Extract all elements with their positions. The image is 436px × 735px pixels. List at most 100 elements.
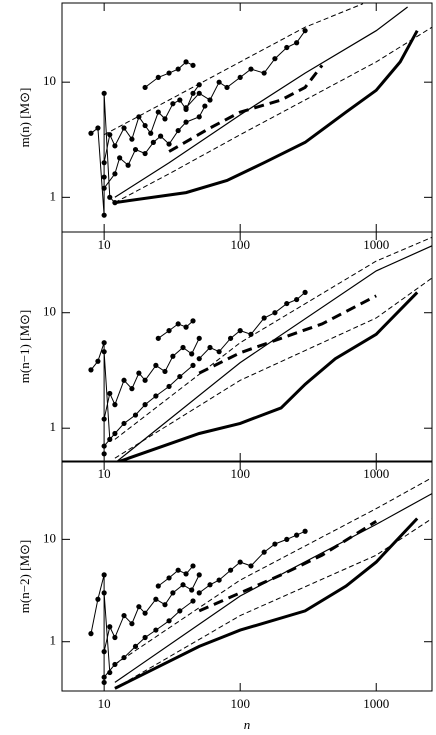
point — [153, 362, 159, 368]
point — [129, 136, 135, 142]
point — [101, 572, 107, 578]
point — [196, 114, 202, 120]
point — [95, 358, 101, 364]
point — [237, 74, 243, 81]
point — [294, 40, 300, 46]
x-tick-label: 10 — [98, 237, 111, 252]
point — [190, 318, 196, 324]
x-axis-label: n — [244, 717, 251, 732]
point — [196, 82, 202, 88]
point — [112, 171, 118, 177]
point — [132, 146, 139, 153]
point — [88, 130, 94, 136]
point — [294, 296, 300, 303]
point — [216, 79, 222, 85]
point — [284, 44, 290, 51]
point — [190, 90, 196, 96]
point — [272, 310, 278, 316]
x-tick-label: 100 — [230, 696, 250, 711]
plot-area — [88, 477, 432, 690]
curve — [168, 64, 324, 153]
point — [117, 155, 123, 161]
point — [294, 532, 300, 538]
curve — [114, 477, 432, 665]
point — [227, 567, 234, 573]
y-tick-label: 1 — [50, 633, 57, 648]
point — [302, 528, 308, 534]
point — [121, 420, 127, 427]
curve — [114, 493, 432, 683]
point — [183, 105, 189, 111]
point — [180, 344, 186, 351]
point — [88, 631, 94, 637]
point — [302, 289, 308, 295]
point — [261, 315, 267, 321]
point — [101, 174, 107, 180]
point — [183, 571, 189, 577]
point — [129, 621, 135, 627]
point — [175, 66, 181, 72]
point — [88, 367, 94, 373]
point — [107, 436, 113, 442]
point — [166, 70, 172, 76]
point — [183, 59, 189, 65]
curve — [114, 6, 408, 198]
curve — [114, 277, 432, 459]
point — [112, 200, 118, 206]
point — [284, 300, 290, 307]
point — [170, 590, 176, 596]
point — [162, 116, 168, 122]
point — [101, 90, 107, 96]
curve — [116, 245, 432, 461]
point — [183, 119, 189, 125]
point — [237, 328, 243, 334]
point — [207, 582, 213, 588]
point — [153, 596, 159, 602]
curve — [198, 520, 377, 613]
point — [207, 97, 213, 103]
point — [272, 56, 278, 62]
point — [190, 598, 196, 604]
x-tick-label: 1000 — [363, 237, 389, 252]
track-line — [198, 530, 306, 594]
point — [180, 582, 186, 588]
point — [112, 661, 118, 668]
track-line — [198, 292, 306, 360]
curve — [116, 291, 419, 461]
point — [107, 132, 113, 138]
point — [142, 377, 148, 383]
y-tick-label: 10 — [43, 73, 56, 88]
curve — [103, 3, 364, 136]
point — [196, 356, 202, 362]
x-tick-label: 1000 — [363, 696, 389, 711]
point — [150, 139, 156, 145]
plot-frame — [61, 461, 433, 692]
point — [196, 572, 202, 578]
point — [158, 133, 164, 139]
point — [155, 74, 161, 81]
point — [125, 162, 131, 168]
point — [95, 596, 101, 602]
point — [190, 362, 196, 368]
point — [162, 368, 168, 375]
point — [142, 84, 148, 91]
point — [142, 610, 148, 616]
point — [95, 125, 101, 131]
point — [190, 62, 196, 68]
point — [142, 634, 148, 641]
point — [112, 634, 118, 641]
point — [107, 669, 113, 676]
point — [224, 84, 230, 91]
x-tick-label: 100 — [230, 466, 250, 481]
point — [112, 143, 118, 149]
point — [101, 679, 107, 686]
track-line — [103, 105, 206, 189]
plot-frame — [61, 231, 433, 462]
point — [175, 127, 181, 134]
point — [166, 575, 172, 581]
point — [142, 122, 148, 129]
point — [136, 114, 142, 120]
point — [302, 28, 308, 34]
point — [196, 90, 202, 96]
point — [155, 335, 161, 341]
